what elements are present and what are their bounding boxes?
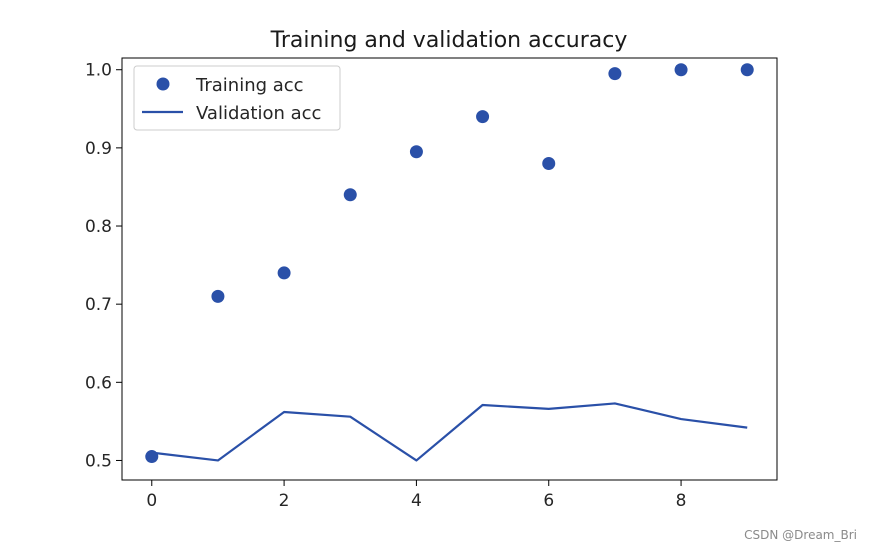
y-tick-label-3: 0.8 <box>85 217 112 237</box>
training-point-4 <box>409 145 423 159</box>
legend-validation-label: Validation acc <box>196 103 321 124</box>
plot-area: 0 2 4 6 8 0.5 0.6 0.7 0.8 0.9 1.0 <box>85 57 778 511</box>
y-tick-label-5: 1.0 <box>85 61 112 81</box>
x-tick-label-8: 8 <box>676 491 687 511</box>
training-point-6 <box>542 157 556 170</box>
legend-training-marker <box>156 77 170 91</box>
chart-title: Training and validation accuracy <box>270 28 628 53</box>
y-tick-label-4: 0.9 <box>85 139 112 159</box>
x-tick-label-2: 2 <box>279 491 290 511</box>
training-point-0 <box>145 450 159 464</box>
training-point-9 <box>740 63 754 77</box>
training-point-3 <box>343 188 357 202</box>
legend-training-label: Training acc <box>195 75 304 96</box>
y-tick-label-1: 0.6 <box>85 373 112 393</box>
x-tick-label-0: 0 <box>146 491 157 511</box>
training-point-5 <box>476 110 490 124</box>
series-validation-line <box>151 402 748 462</box>
plot-frame <box>121 57 778 481</box>
x-tick-label-6: 6 <box>543 491 554 511</box>
training-point-7 <box>608 67 622 81</box>
legend-box <box>133 65 341 131</box>
training-point-1 <box>211 289 225 303</box>
training-point-2 <box>277 266 291 280</box>
training-point-8 <box>674 63 688 77</box>
y-tick-label-2: 0.7 <box>85 295 112 315</box>
x-tick-label-4: 4 <box>411 491 422 511</box>
y-tick-label-0: 0.5 <box>85 451 112 471</box>
watermark: CSDN @Dream_Bri <box>744 528 857 542</box>
legend: Training acc Validation acc <box>133 65 341 131</box>
